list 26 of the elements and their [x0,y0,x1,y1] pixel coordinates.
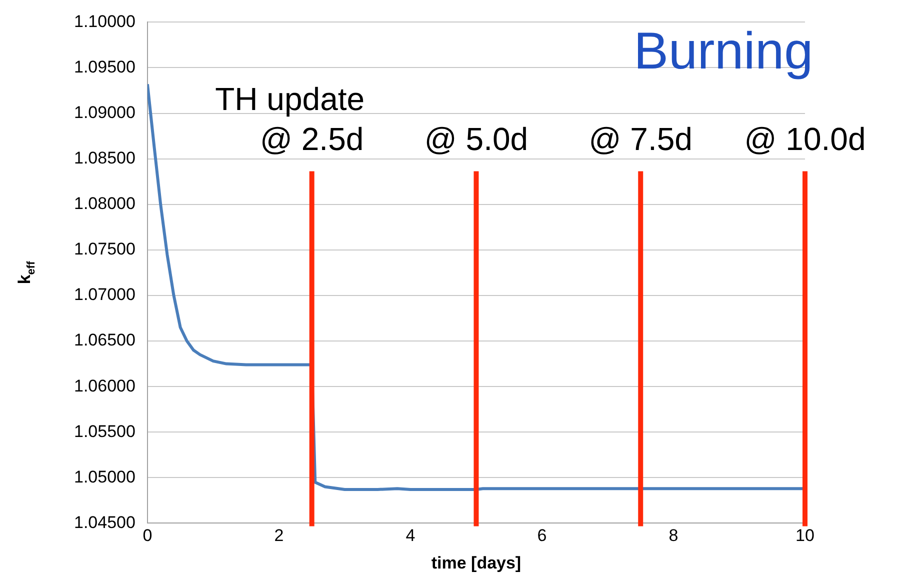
y-tick-label: 1.08000 [74,194,136,214]
x-tick-label: 10 [796,526,814,546]
ref-line-label: @ 2.5d [260,121,364,158]
y-tick-label: 1.04500 [74,512,136,532]
y-tick-label: 1.10000 [74,12,136,31]
x-tick-label: 0 [142,526,152,546]
x-tick-label: 8 [668,526,678,546]
y-tick-label: 1.08500 [74,148,136,168]
y-tick-label: 1.06500 [74,330,136,350]
x-axis-title: time [days] [431,553,522,572]
y-tick-label: 1.07500 [74,240,136,259]
ref-line-label: @ 5.0d [424,121,528,158]
x-tick-label: 4 [406,526,416,546]
annotation: Burning [634,22,813,81]
y-tick-label: 1.09000 [74,102,136,122]
x-tick-label: 6 [537,526,547,546]
y-tick-label: 1.09500 [74,57,136,76]
y-tick-label: 1.07000 [74,285,136,304]
y-tick-label: 1.05000 [74,467,136,486]
ref-line-label: @ 7.5d [588,121,692,158]
y-tick-label: 1.05500 [74,422,136,441]
y-tick-label: 1.06000 [74,376,136,396]
annotation: TH update [215,81,365,118]
x-tick-label: 2 [274,526,284,546]
ref-line-label: @ 10.0d [744,121,866,158]
y-axis-title: keff [15,260,38,284]
